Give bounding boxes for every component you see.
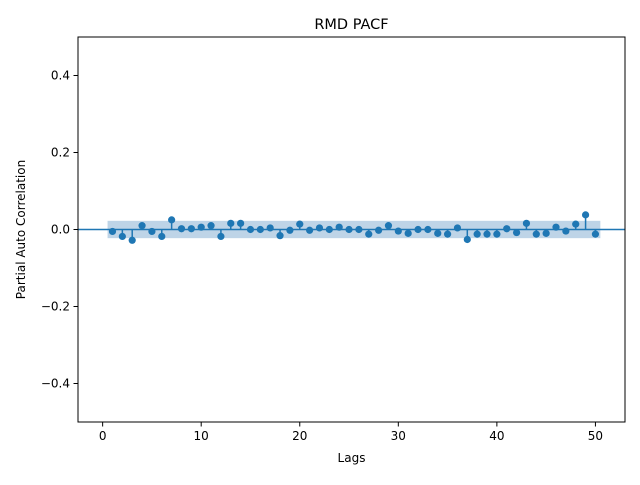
y-tick-label: −0.4	[41, 377, 70, 391]
y-axis-label: Partial Auto Correlation	[14, 160, 28, 299]
pacf-point	[532, 230, 540, 238]
pacf-point	[542, 229, 550, 237]
pacf-point	[591, 230, 600, 238]
pacf-point	[581, 211, 590, 219]
pacf-point	[325, 225, 333, 234]
y-axis-ticks: −0.4 −0.2 0.0 0.2 0.4	[41, 69, 78, 391]
x-tick-label: 10	[194, 429, 209, 443]
pacf-point	[512, 228, 521, 237]
y-tick-label: 0.0	[51, 223, 70, 237]
pacf-point	[562, 227, 570, 235]
pacf-point	[128, 236, 136, 244]
x-tick-label: 50	[588, 429, 603, 443]
pacf-point	[296, 220, 304, 228]
pacf-point	[197, 223, 205, 231]
x-tick-label: 30	[391, 429, 406, 443]
pacf-point	[552, 223, 560, 231]
pacf-point	[246, 225, 255, 234]
y-tick-label: −0.2	[41, 300, 70, 314]
pacf-point	[365, 230, 373, 238]
pacf-point	[443, 230, 452, 238]
pacf-point	[217, 232, 225, 241]
pacf-point	[256, 225, 264, 234]
pacf-point	[493, 230, 501, 238]
y-tick-label: 0.2	[51, 146, 70, 160]
pacf-point	[118, 232, 126, 241]
pacf-point	[414, 225, 422, 234]
plot-area	[78, 211, 625, 244]
pacf-point	[237, 219, 245, 227]
pacf-point	[424, 225, 432, 234]
pacf-point	[108, 227, 117, 236]
pacf-point	[276, 232, 284, 240]
pacf-point	[207, 222, 215, 230]
pacf-point	[404, 229, 412, 237]
pacf-point	[522, 219, 531, 227]
pacf-point	[434, 229, 442, 237]
pacf-point	[266, 224, 274, 232]
pacf-point	[187, 225, 195, 233]
chart-title: RMD PACF	[314, 17, 388, 33]
pacf-point	[473, 230, 481, 238]
pacf-point	[286, 226, 294, 234]
y-tick-label: 0.4	[51, 69, 70, 83]
x-tick-label: 20	[292, 429, 307, 443]
pacf-point	[227, 219, 235, 227]
pacf-point	[306, 226, 314, 234]
pacf-point	[177, 225, 186, 233]
pacf-point	[315, 224, 324, 232]
pacf-point	[503, 225, 511, 233]
pacf-point	[345, 225, 353, 234]
pacf-point	[572, 220, 580, 228]
pacf-point	[355, 225, 363, 234]
pacf-point	[463, 235, 471, 244]
pacf-point	[483, 230, 491, 238]
pacf-point	[384, 222, 393, 230]
pacf-point	[138, 222, 146, 230]
pacf-point	[148, 227, 156, 236]
pacf-point	[394, 227, 402, 235]
pacf-point	[168, 216, 176, 224]
x-tick-label: 0	[99, 429, 107, 443]
pacf-point	[158, 232, 166, 241]
x-axis-label: Lags	[338, 451, 366, 465]
pacf-point	[453, 224, 462, 232]
pacf-point	[375, 226, 383, 234]
x-axis-ticks: 0 10 20 30 40 50	[99, 422, 603, 443]
x-tick-label: 40	[489, 429, 504, 443]
pacf-point	[335, 223, 343, 231]
